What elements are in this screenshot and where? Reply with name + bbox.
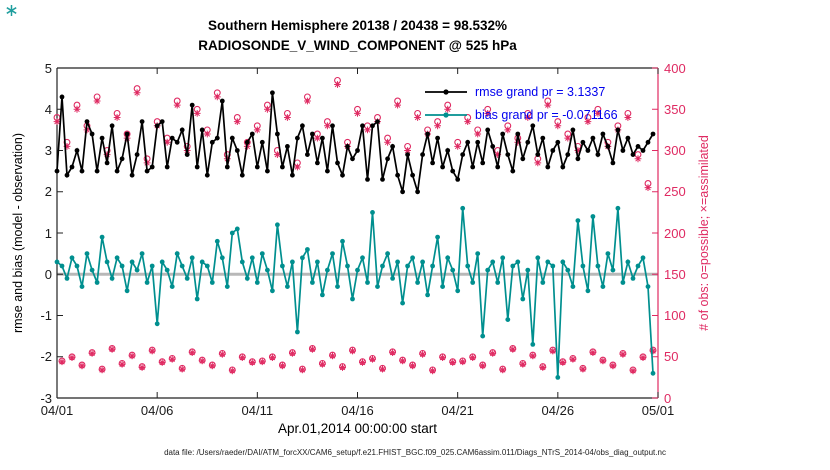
page-title: Southern Hemisphere 20138 / 20438 = 98.5… — [207, 18, 508, 33]
y-right-tick-label: 250 — [664, 184, 686, 200]
legend-bias-marker — [425, 111, 467, 118]
x-tick-label: 04/21 — [441, 403, 474, 418]
bias-series — [54, 205, 656, 380]
y-left-tick-label: 4 — [44, 101, 52, 117]
subtitle: RADIOSONDE_V_WIND_COMPONENT @ 525 hPa — [198, 38, 517, 53]
tick-marks — [56, 67, 659, 399]
x-tick-label: 04/06 — [140, 403, 174, 418]
y-right-tick-label: 50 — [664, 349, 679, 365]
y-left-tick-label: 1 — [44, 225, 52, 241]
legend-row-bias: bias grand pr = -0.071166 — [424, 103, 618, 126]
legend-bias-label: bias grand pr = -0.071166 — [475, 107, 618, 122]
y-right-tick-label: 350 — [664, 101, 686, 117]
y-left-tick-label: -2 — [40, 349, 52, 365]
x-tick-label: 04/11 — [241, 403, 274, 418]
corner-asterisk-icon — [6, 5, 17, 16]
y-right-tick-label: 150 — [664, 266, 686, 282]
y-right-tick-label: 0 — [664, 390, 672, 406]
right-tick-marks — [652, 67, 658, 399]
y-left-tick-label: 2 — [44, 184, 52, 200]
legend: rmse grand pr = 3.1337 bias grand pr = -… — [424, 80, 618, 126]
y-right-tick-label: 200 — [664, 225, 686, 241]
x-tick-label: 04/26 — [541, 403, 575, 418]
y-right-tick-label: 100 — [664, 308, 686, 323]
y-right-tick-label: 300 — [664, 143, 686, 158]
legend-row-rmse: rmse grand pr = 3.1337 — [424, 80, 618, 103]
y-left-tick-label: -3 — [40, 390, 52, 406]
y-left-tick-label: 3 — [44, 143, 52, 158]
legend-rmse-marker — [425, 88, 467, 95]
y-left-tick-label: 0 — [44, 266, 52, 282]
y-left-tick-label: -1 — [40, 308, 52, 323]
x-tick-label: 04/16 — [341, 403, 374, 418]
x-tick-label: 04/01 — [40, 403, 74, 418]
x-tick-label: 05/01 — [641, 403, 675, 418]
data-file-caption: data file: /Users/raeder/DAI/ATM_forcXX/… — [164, 448, 666, 457]
rmse-series — [54, 90, 656, 195]
x-axis-label: Apr.01,2014 00:00:00 start — [277, 421, 438, 436]
legend-rmse-label: rmse grand pr = 3.1337 — [475, 84, 606, 99]
y-left-tick-label: 5 — [44, 60, 52, 76]
y-right-tick-label: 400 — [664, 60, 686, 76]
